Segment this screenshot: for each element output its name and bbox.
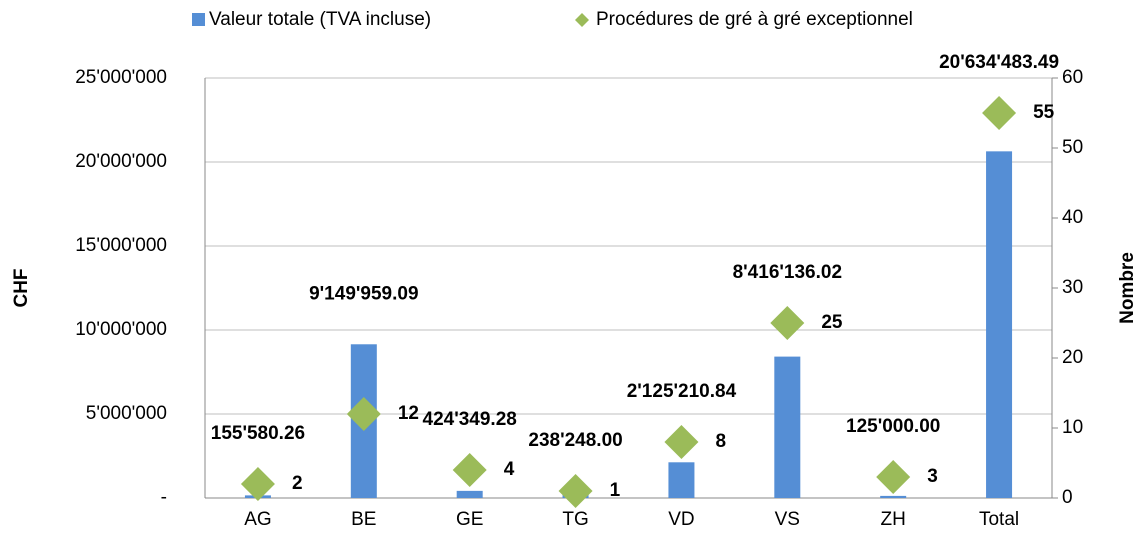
y2-tick-label: 60 bbox=[1062, 67, 1083, 88]
y-axis-title: CHF bbox=[11, 268, 32, 307]
y2-tick-label: 50 bbox=[1062, 137, 1083, 158]
x-tick-label: ZH bbox=[881, 509, 906, 530]
data-label: 12 bbox=[398, 403, 419, 424]
data-label: 3 bbox=[927, 466, 938, 487]
y-tick-label: 15'000'000 bbox=[75, 235, 167, 256]
y-tick-label: 5'000'000 bbox=[86, 403, 167, 424]
marker bbox=[876, 460, 911, 494]
legend-label: Valeur totale (TVA incluse) bbox=[209, 9, 431, 30]
legend-swatch bbox=[575, 13, 589, 27]
legend-label: Procédures de gré à gré exceptionnel bbox=[596, 9, 913, 30]
x-tick-label: TG bbox=[562, 509, 588, 530]
data-label: 55 bbox=[1033, 102, 1055, 123]
marker bbox=[664, 425, 699, 459]
marker bbox=[346, 397, 381, 431]
y-tick-label: 25'000'000 bbox=[75, 67, 167, 88]
x-tick-label: BE bbox=[351, 509, 376, 530]
bar bbox=[774, 356, 801, 498]
data-label: 238'248.00 bbox=[528, 430, 622, 451]
x-tick-label: Total bbox=[979, 509, 1019, 530]
y-tick-label: 20'000'000 bbox=[75, 151, 167, 172]
marker bbox=[770, 306, 805, 340]
marker bbox=[240, 467, 275, 501]
data-label: 20'634'483.49 bbox=[939, 52, 1059, 73]
data-label: 25 bbox=[821, 312, 843, 333]
x-tick-label: VD bbox=[668, 509, 694, 530]
data-label: 125'000.00 bbox=[846, 416, 940, 437]
y2-tick-label: 40 bbox=[1062, 207, 1083, 228]
data-label: 9'149'959.09 bbox=[309, 283, 418, 304]
marker bbox=[982, 96, 1017, 130]
y2-tick-label: 20 bbox=[1062, 347, 1083, 368]
x-tick-label: VS bbox=[775, 509, 800, 530]
y2-tick-label: 0 bbox=[1062, 487, 1073, 508]
y-tick-label: - bbox=[161, 487, 167, 508]
data-label: 8'416'136.02 bbox=[733, 262, 842, 283]
bar bbox=[986, 151, 1013, 498]
x-tick-label: GE bbox=[456, 509, 483, 530]
bar bbox=[880, 495, 907, 498]
data-label: 155'580.26 bbox=[211, 423, 305, 444]
y-tick-label: 10'000'000 bbox=[75, 319, 167, 340]
data-label: 2 bbox=[292, 473, 303, 494]
bar bbox=[456, 490, 483, 498]
data-label: 424'349.28 bbox=[423, 409, 517, 430]
data-label: 4 bbox=[504, 459, 515, 480]
data-label: 1 bbox=[610, 480, 621, 501]
data-label: 2'125'210.84 bbox=[627, 381, 737, 402]
bar bbox=[668, 462, 695, 498]
legend-swatch bbox=[192, 13, 205, 26]
marker bbox=[452, 453, 487, 487]
x-tick-label: AG bbox=[244, 509, 271, 530]
y2-axis-title: Nombre bbox=[1117, 252, 1138, 324]
y2-tick-label: 30 bbox=[1062, 277, 1083, 298]
data-label: 8 bbox=[715, 431, 726, 452]
y2-tick-label: 10 bbox=[1062, 417, 1083, 438]
marker bbox=[558, 474, 593, 508]
